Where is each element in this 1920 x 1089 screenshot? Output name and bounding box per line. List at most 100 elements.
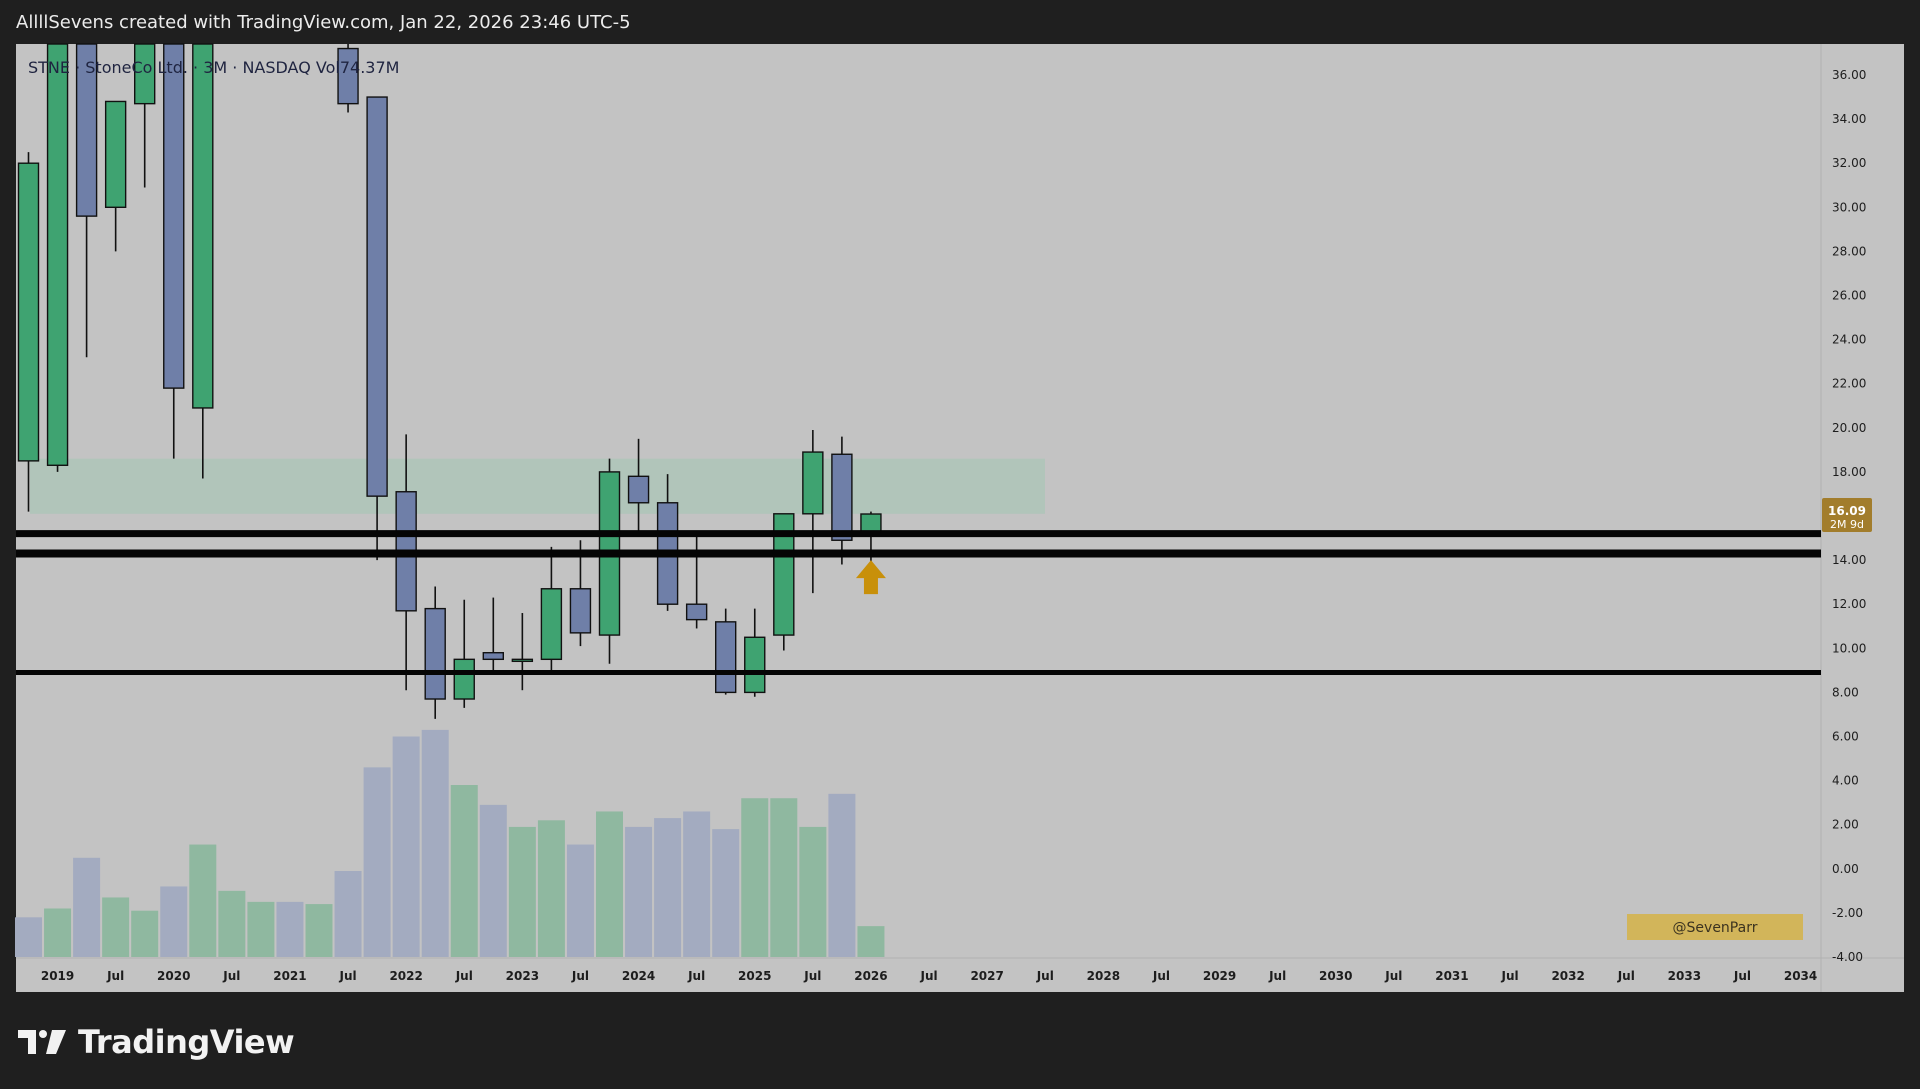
price-tick-label: 2.00 [1832, 818, 1859, 832]
time-tick-label: 2029 [1203, 969, 1236, 983]
volume-bar [334, 871, 362, 957]
volume-bar [712, 829, 740, 957]
last-price-value: 16.09 [1828, 504, 1866, 518]
snapshot-caption: AllllSevens created with TradingView.com… [16, 12, 631, 33]
price-tick-label: 26.00 [1832, 289, 1866, 303]
price-tick-label: 32.00 [1832, 156, 1866, 170]
volume-bar [770, 798, 798, 957]
candle-body [715, 621, 737, 694]
volume-bar [15, 917, 42, 957]
up-arrow-icon [855, 560, 886, 595]
price-tick-label: 36.00 [1832, 68, 1866, 82]
volume-bar [421, 729, 449, 957]
time-tick-label: Jul [1152, 969, 1170, 983]
price-axis[interactable]: 36.00 34.00 32.00 30.00 28.00 26.00 24.00 22.00… [1832, 68, 1866, 964]
last-price-badge [1822, 498, 1872, 533]
time-tick-label: 2024 [622, 969, 655, 983]
volume-bar [276, 901, 304, 957]
candle-body [685, 603, 708, 621]
time-tick-label: Jul [106, 969, 124, 983]
time-tick-label: 2025 [738, 969, 771, 983]
horizontal-lines-layer [16, 530, 1821, 676]
watermark-text: @SevenParr [1673, 920, 1758, 936]
candle-body [802, 451, 824, 515]
time-tick-label: Jul [919, 969, 937, 983]
candle-body [104, 100, 127, 208]
time-tick-label: Jul [1384, 969, 1402, 983]
price-tick-label: 20.00 [1832, 421, 1866, 435]
price-tick-label: 0.00 [1832, 862, 1859, 876]
candle-body [540, 588, 563, 661]
volume-bar [799, 826, 827, 957]
symbol-legend[interactable]: STNE · StoneCo Ltd. · 3M · NASDAQ Vol74.… [28, 58, 399, 77]
watermark-box [1627, 914, 1803, 940]
time-tick-label: Jul [1036, 969, 1054, 983]
price-tick-label: 14.00 [1832, 553, 1866, 567]
price-tick-label: 30.00 [1832, 200, 1866, 214]
price-tick-label: 6.00 [1832, 730, 1859, 744]
time-tick-label: 2026 [854, 969, 887, 983]
volume-bar [73, 857, 101, 957]
candles-layer [17, 43, 882, 719]
time-axis[interactable]: 2019 Jul 2020 Jul 2021 Jul 2022 Jul 2023 Jul 2024 J… [41, 969, 1817, 983]
time-tick-label: Jul [571, 969, 589, 983]
price-tick-label: -4.00 [1832, 950, 1863, 964]
candle-body [831, 453, 853, 541]
volume-bar [566, 844, 594, 957]
time-tick-label: 2032 [1551, 969, 1584, 983]
volume-bar [596, 811, 623, 957]
time-tick-label: 2021 [273, 969, 306, 983]
price-tick-label: 22.00 [1832, 377, 1866, 391]
price-tick-label: 8.00 [1832, 685, 1859, 699]
volume-bar [625, 826, 653, 957]
time-tick-label: 2022 [389, 969, 422, 983]
volume-bar [131, 910, 159, 957]
volume-bar [305, 904, 333, 957]
volume-layer [15, 729, 885, 957]
volume-bar [160, 886, 188, 957]
time-tick-label: Jul [803, 969, 821, 983]
time-tick-label: Jul [1268, 969, 1286, 983]
volume-bar [392, 736, 420, 957]
volume-bar [450, 785, 478, 957]
price-tick-label: 4.00 [1832, 774, 1859, 788]
candle-body [133, 43, 156, 105]
volume-bar [828, 793, 856, 957]
volume-bar [857, 926, 885, 957]
candle-body [192, 43, 214, 409]
time-tick-label: Jul [222, 969, 240, 983]
candle-body [482, 652, 504, 661]
volume-bar [479, 804, 507, 957]
candle-body [511, 658, 534, 663]
time-tick-label: 2030 [1319, 969, 1352, 983]
price-tick-label: 10.00 [1832, 641, 1866, 655]
price-tick-label: 24.00 [1832, 333, 1866, 347]
volume-bar [102, 897, 130, 957]
tradingview-wordmark: TradingView [78, 1023, 295, 1061]
time-tick-label: Jul [687, 969, 705, 983]
candle-body [424, 607, 446, 700]
tradingview-brand: TradingView [18, 1022, 295, 1062]
top-bar: AllllSevens created with TradingView.com… [0, 0, 1920, 44]
candle-body [453, 658, 475, 700]
volume-bar [44, 908, 72, 957]
price-tick-label: 28.00 [1832, 244, 1866, 258]
support-zone [30, 458, 1045, 514]
time-tick-label: 2023 [506, 969, 539, 983]
candle-body [627, 475, 650, 504]
candle-body [744, 636, 766, 694]
time-tick-label: 2028 [1087, 969, 1120, 983]
bar-countdown: 2M 9d [1830, 518, 1864, 531]
price-tick-label: 12.00 [1832, 597, 1866, 611]
candle-body [46, 43, 69, 466]
time-tick-label: Jul [455, 969, 473, 983]
tradingview-logo-icon [18, 1030, 66, 1054]
volume-bar [218, 890, 246, 957]
candle-body [569, 588, 592, 634]
volume-bar [508, 826, 536, 957]
time-tick-label: Jul [1500, 969, 1518, 983]
time-tick-label: 2034 [1784, 969, 1817, 983]
candle-body [17, 162, 40, 462]
volume-bar [247, 901, 275, 957]
